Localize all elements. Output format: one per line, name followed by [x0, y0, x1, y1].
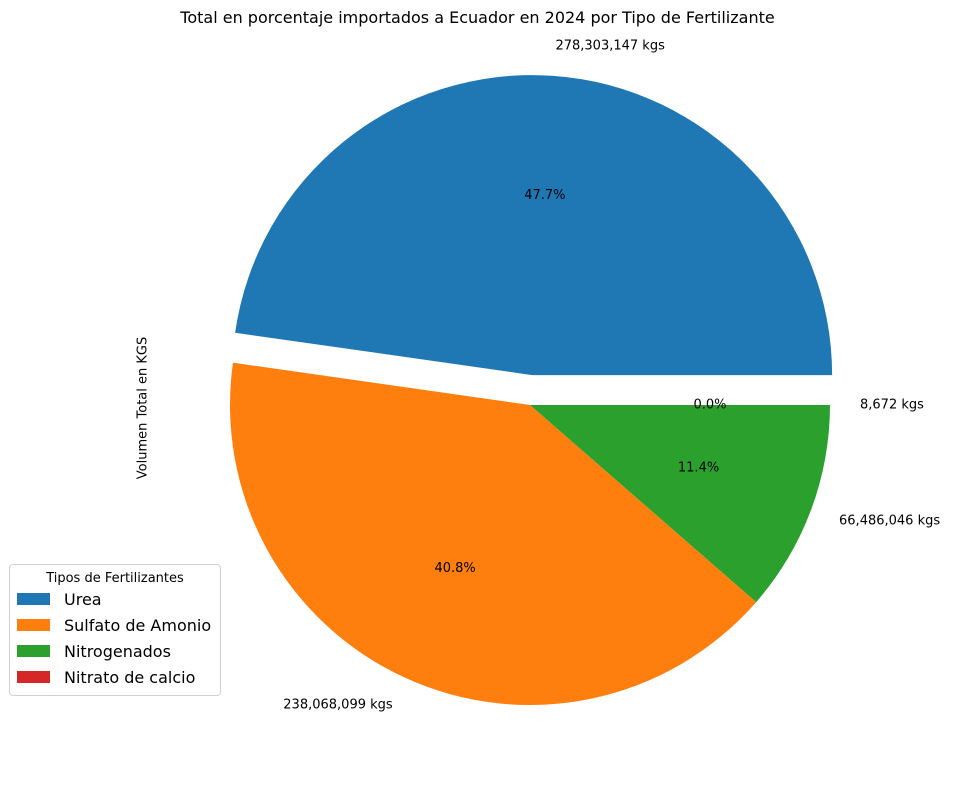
legend-swatch-3	[17, 671, 50, 683]
slice-value-label-2: 66,486,046 kgs	[839, 513, 940, 528]
slice-pct-label-2: 11.4%	[678, 461, 719, 476]
legend-label-3: Nitrato de calcio	[64, 667, 196, 687]
slice-value-label-0: 278,303,147 kgs	[555, 38, 665, 53]
legend: Tipos de Fertilizantes Urea Sulfato de Am…	[9, 564, 221, 696]
chart-title: Total en porcentaje importados a Ecuador…	[180, 8, 775, 27]
pie-slice-1	[230, 362, 757, 706]
legend-swatch-1	[17, 619, 50, 631]
legend-swatch-0	[17, 593, 50, 605]
legend-item-2: Nitrogenados	[17, 638, 220, 664]
legend-item-3: Nitrato de calcio	[17, 664, 220, 690]
legend-label-2: Nitrogenados	[64, 641, 171, 661]
pie-slice-2	[530, 405, 830, 603]
legend-item-0: Urea	[17, 586, 220, 612]
slice-pct-label-0: 47.7%	[524, 188, 565, 203]
slice-pct-label-3: 0.0%	[693, 398, 726, 413]
legend-item-1: Sulfato de Amonio	[17, 612, 220, 638]
slice-value-label-3: 8,672 kgs	[860, 398, 924, 413]
legend-label-0: Urea	[64, 589, 102, 609]
slice-value-label-1: 238,068,099 kgs	[283, 698, 393, 713]
legend-label-1: Sulfato de Amonio	[64, 615, 212, 635]
pie-slice-0	[235, 75, 833, 376]
slice-pct-label-1: 40.8%	[434, 561, 475, 576]
legend-swatch-2	[17, 645, 50, 657]
legend-title: Tipos de Fertilizantes	[46, 571, 184, 586]
